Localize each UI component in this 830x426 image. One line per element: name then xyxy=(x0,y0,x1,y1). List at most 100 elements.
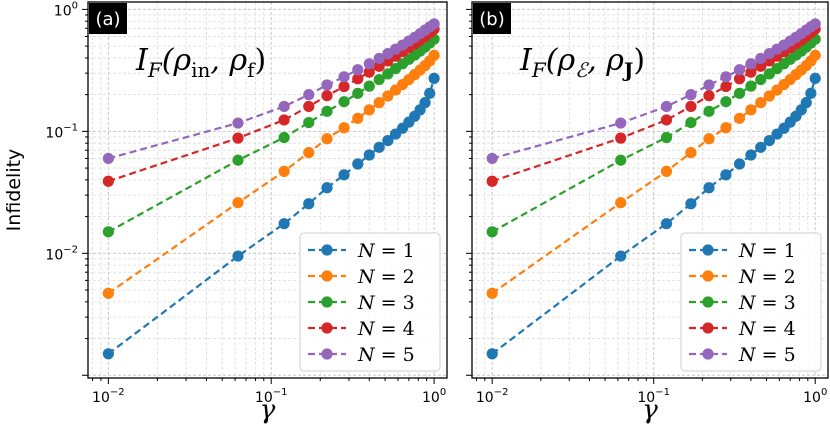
data-point xyxy=(338,71,350,83)
y-axis-label: Infidelity xyxy=(3,149,25,232)
data-point xyxy=(363,149,375,161)
data-point xyxy=(486,226,498,238)
tick-marks xyxy=(82,8,435,384)
data-point xyxy=(703,105,715,117)
legend-entry: N = 3 xyxy=(308,292,415,314)
legend-label: N = 5 xyxy=(738,344,796,366)
legend-label: N = 1 xyxy=(738,240,796,262)
data-point xyxy=(352,112,364,124)
data-point xyxy=(660,165,673,177)
data-point xyxy=(615,117,627,129)
legend-marker xyxy=(321,348,333,360)
data-point xyxy=(278,100,290,113)
data-point xyxy=(486,175,498,187)
series-n1 xyxy=(486,72,821,360)
data-point xyxy=(278,114,290,126)
legend-entry: N = 1 xyxy=(689,240,796,262)
data-point xyxy=(102,152,114,165)
legend-label: N = 5 xyxy=(357,344,415,366)
data-point xyxy=(321,105,333,117)
data-point xyxy=(232,197,244,209)
data-point xyxy=(363,58,375,70)
data-point xyxy=(232,154,244,166)
series-group xyxy=(486,18,821,360)
data-point xyxy=(352,158,364,170)
formula-annotation: IF(ρin, ρf) xyxy=(135,43,266,82)
legend-marker xyxy=(321,270,333,282)
data-point xyxy=(321,90,333,102)
y-tick-label: 100 xyxy=(54,0,78,19)
data-point xyxy=(232,132,244,144)
legend-marker xyxy=(702,244,714,256)
data-point xyxy=(720,71,732,83)
x-tick-label: 10−1 xyxy=(637,387,670,406)
data-point xyxy=(382,134,394,147)
data-point xyxy=(419,97,431,109)
legend-entry: N = 3 xyxy=(689,292,796,314)
data-point xyxy=(763,134,775,147)
data-point xyxy=(373,141,385,153)
data-point xyxy=(733,87,746,99)
legend-entry: N = 2 xyxy=(308,266,415,288)
series-n5 xyxy=(486,18,821,165)
data-point xyxy=(278,165,290,177)
data-point xyxy=(809,18,821,30)
data-point xyxy=(733,158,746,170)
data-point xyxy=(685,100,697,113)
data-point xyxy=(382,90,394,102)
data-point xyxy=(809,72,821,84)
data-point xyxy=(745,66,757,78)
legend-label: N = 3 xyxy=(738,292,796,314)
series-n2 xyxy=(486,49,821,299)
data-point xyxy=(303,146,315,159)
data-point xyxy=(685,198,697,210)
y-tick-label: 10−1 xyxy=(45,122,78,141)
data-point xyxy=(660,114,673,126)
legend: N = 1 N = 2 N = 3 N = 4 N = 5 xyxy=(299,232,441,372)
data-point xyxy=(703,133,715,145)
series-n5 xyxy=(102,18,440,165)
data-point xyxy=(102,348,114,360)
data-point xyxy=(809,49,821,61)
data-point xyxy=(338,122,350,134)
data-point xyxy=(685,146,697,159)
data-point xyxy=(303,198,315,210)
data-point xyxy=(755,52,767,65)
data-point xyxy=(373,52,385,65)
x-tick-label: 100 xyxy=(422,387,446,406)
legend-entry: N = 2 xyxy=(689,266,796,288)
tick-marks xyxy=(466,8,816,384)
data-point xyxy=(363,66,375,78)
panel-tag: (b) xyxy=(473,3,511,34)
data-point xyxy=(733,64,746,76)
data-point xyxy=(745,104,757,116)
data-point xyxy=(373,60,385,72)
data-point xyxy=(660,218,673,230)
y-tick-label: 10−2 xyxy=(45,244,78,263)
data-point xyxy=(685,116,697,129)
data-point xyxy=(720,169,732,181)
data-point xyxy=(373,97,385,109)
data-point xyxy=(278,218,290,230)
data-point xyxy=(755,60,767,72)
panel-tag-box xyxy=(89,3,127,34)
data-point xyxy=(363,80,375,92)
data-point xyxy=(660,100,673,113)
data-point xyxy=(102,226,114,238)
data-point xyxy=(763,90,775,102)
legend-entry: N = 1 xyxy=(308,240,415,262)
axes-frame xyxy=(471,1,829,379)
legend-entry: N = 4 xyxy=(689,318,796,340)
data-point xyxy=(486,152,498,165)
data-point xyxy=(733,112,746,124)
data-point xyxy=(745,80,757,92)
x-tick-label: 10−2 xyxy=(476,387,509,406)
data-point xyxy=(615,132,627,144)
legend-entry: N = 4 xyxy=(308,318,415,340)
legend-entry: N = 5 xyxy=(308,344,415,366)
x-axis-label: γ xyxy=(642,395,658,425)
data-point xyxy=(373,73,385,86)
data-point xyxy=(352,64,364,76)
data-point xyxy=(703,182,715,194)
